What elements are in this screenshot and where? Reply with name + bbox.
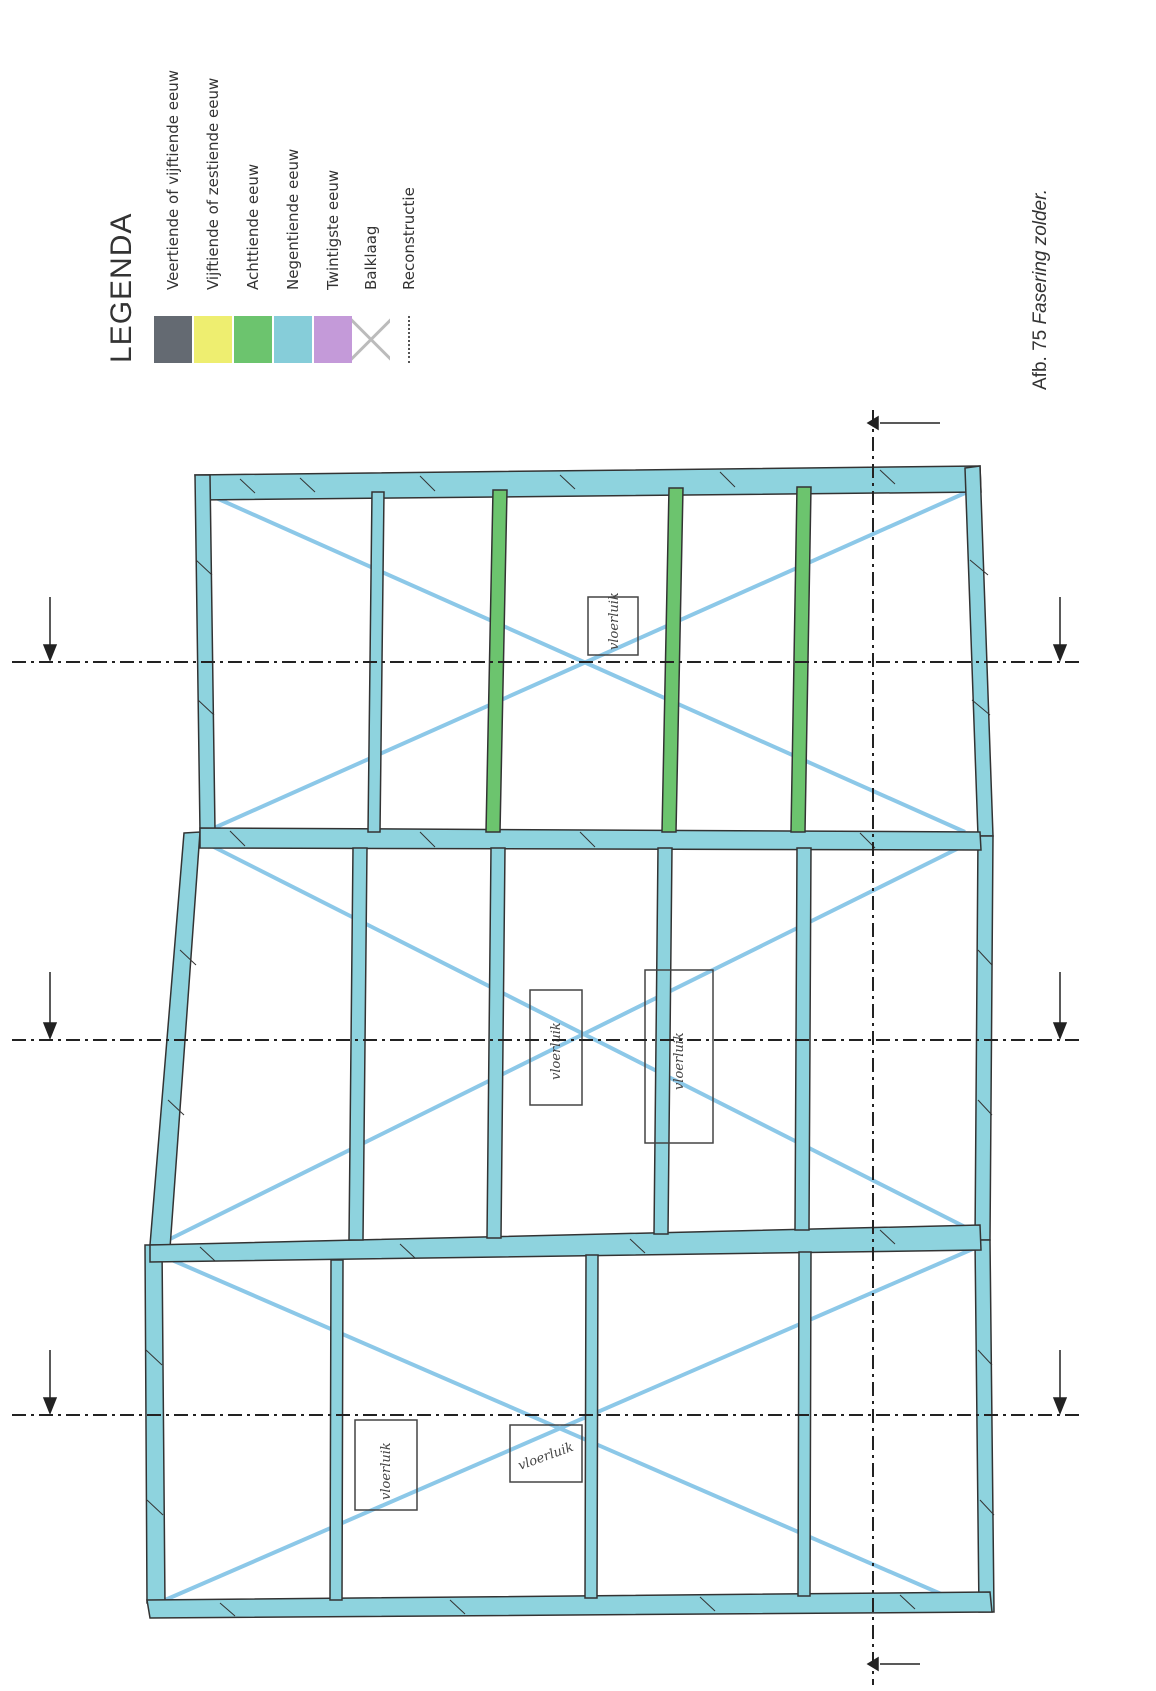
legend-label: Achttiende eeuw <box>244 163 262 290</box>
legend-label: Twintigste eeuw <box>324 169 342 290</box>
beams-section-3 <box>329 1251 812 1601</box>
legend-dotted-swatch <box>408 316 410 363</box>
beam-nineteenth <box>486 847 506 1239</box>
handwritten-labels: vloerluik vloerluik vloerluik vloerluik … <box>379 592 687 1500</box>
legend-label: Veertiende of vijftiende eeuw <box>164 69 182 290</box>
frame-right-wall-lower <box>974 1239 995 1613</box>
beam-eighteenth <box>661 487 684 833</box>
legend-swatch <box>234 316 272 363</box>
beam-nineteenth <box>329 1259 344 1601</box>
legend-item: Vijftiende of zestiende eeuw <box>193 8 233 363</box>
frame-bottom-wall <box>146 1591 993 1619</box>
section-lines <box>12 410 1080 1685</box>
beam-nineteenth <box>348 847 368 1241</box>
section-arrows <box>42 415 1068 1672</box>
frame-left-wall-upper <box>194 474 216 833</box>
frame-left-wall-lower <box>144 1244 166 1606</box>
legend-item: Reconstructie <box>389 8 429 363</box>
handwritten-label: vloerluik <box>607 592 622 650</box>
legend-cross-swatch <box>352 316 390 363</box>
figure-caption: Afb. 75 Fasering zolder. <box>1030 120 1060 390</box>
legend-item: Balklaag <box>351 8 391 363</box>
legend-label: Reconstructie <box>400 187 418 290</box>
hatch-box <box>644 969 714 1144</box>
legend-item: Twintigste eeuw <box>313 8 353 363</box>
frame-right-wall-upper <box>964 465 994 837</box>
outer-frame <box>144 465 995 1619</box>
beam-eighteenth <box>790 486 812 833</box>
beams-section-2 <box>348 847 812 1241</box>
diagonal-line <box>164 1246 976 1602</box>
handwritten-label: vloerluik <box>379 1442 394 1500</box>
hatch-box <box>354 1419 418 1511</box>
legend-swatch <box>274 316 312 363</box>
diagonal-line <box>199 838 976 1234</box>
beam-eighteenth <box>485 489 508 833</box>
legend-label: Vijftiende of zestiende eeuw <box>204 77 222 290</box>
floor-openings <box>354 596 714 1511</box>
legend-item: Veertiende of vijftiende eeuw <box>153 8 193 363</box>
legend-swatch <box>154 316 192 363</box>
beams-section-1 <box>367 486 812 833</box>
frame-right-wall-mid <box>974 835 994 1241</box>
handwritten-label: vloerluik <box>549 1022 564 1080</box>
beam-nineteenth <box>797 1251 812 1597</box>
handwritten-label: vloerluik <box>672 1032 687 1090</box>
legend: LEGENDA Veertiende of vijftiende eeuw Vi… <box>105 8 418 363</box>
legend-item: Negentiende eeuw <box>273 8 313 363</box>
diagonal-line <box>164 1255 979 1612</box>
beam-nineteenth <box>584 1254 599 1599</box>
caption-wrapper: Afb. 75 Fasering zolder. <box>1030 120 1060 390</box>
legend-wrapper: LEGENDA Veertiende of vijftiende eeuw Vi… <box>105 8 418 363</box>
frame-top-wall <box>194 465 982 501</box>
cross-wall-lower <box>149 1224 982 1263</box>
legend-item: Achttiende eeuw <box>233 8 273 363</box>
legend-swatch <box>314 316 352 363</box>
caption-text: Fasering zolder. <box>1030 188 1051 325</box>
cross-wall-upper <box>199 827 982 851</box>
caption-number: Afb. 75 <box>1030 324 1051 390</box>
balklaag-diagonals <box>164 491 979 1612</box>
hatch-box <box>587 596 639 656</box>
legend-label: Balklaag <box>362 225 380 290</box>
legend-swatch <box>194 316 232 363</box>
hatch-box <box>509 1424 583 1483</box>
legend-title: LEGENDA <box>105 212 138 363</box>
hatch-box <box>529 989 583 1106</box>
cross-walls <box>149 827 982 1263</box>
legend-label: Negentiende eeuw <box>284 148 302 290</box>
